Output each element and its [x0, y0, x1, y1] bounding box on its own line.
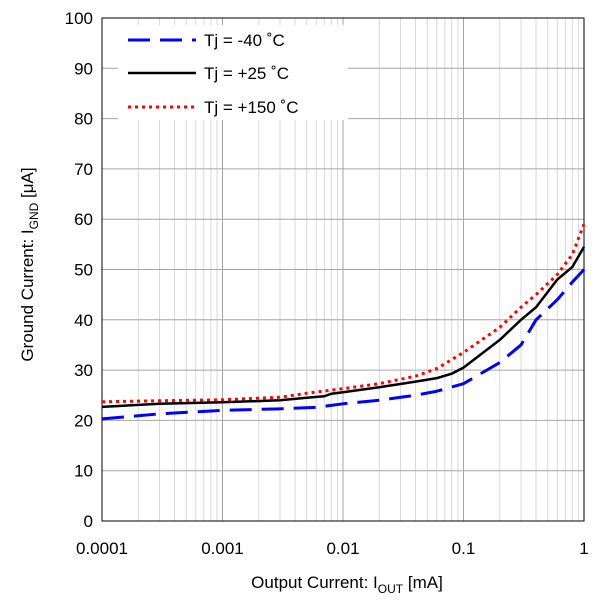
- x-axis-title-main: Output Current: I: [251, 573, 378, 592]
- x-tick-label: 0.1: [452, 539, 476, 558]
- x-tick-label: 0.0001: [76, 539, 128, 558]
- x-tick-label: 0.01: [326, 539, 359, 558]
- y-tick-label: 30: [74, 361, 93, 380]
- y-tick-label: 20: [74, 411, 93, 430]
- y-axis-title-subscript: GND: [27, 202, 41, 229]
- y-tick-label: 0: [84, 512, 93, 531]
- y-tick-label: 100: [65, 9, 93, 28]
- x-axis-title-unit: [mA]: [403, 573, 443, 592]
- series-line-1: [101, 246, 586, 409]
- x-axis-title: Output Current: IOUT [mA]: [251, 573, 443, 596]
- x-tick-labels: 0.0001 0.001 0.01 0.1 1: [76, 539, 589, 558]
- x-tick-label: 1: [579, 539, 588, 558]
- y-tick-label: 60: [74, 210, 93, 229]
- y-tick-label: 80: [74, 110, 93, 129]
- y-tick-labels: 0 10 20 30 40 50 60 70 80 90 100: [65, 9, 93, 531]
- y-axis-title-main: Ground Current: I: [18, 229, 37, 361]
- x-axis-title-subscript: OUT: [378, 582, 404, 596]
- series-line-0: [101, 268, 586, 421]
- x-tick-label: 0.001: [201, 539, 244, 558]
- y-tick-label: 70: [74, 160, 93, 179]
- legend-label-plus150: Tj = +150 ˚C: [204, 98, 299, 117]
- y-tick-label: 10: [74, 462, 93, 481]
- y-tick-label: 90: [74, 59, 93, 78]
- y-tick-label: 40: [74, 311, 93, 330]
- y-axis-title: Ground Current: IGND [μA]: [18, 167, 41, 361]
- y-tick-label: 50: [74, 261, 93, 280]
- legend-label-minus40: Tj = -40 ˚C: [204, 31, 285, 50]
- series-line-2: [101, 223, 586, 404]
- legend: Tj = -40 ˚C Tj = +25 ˚C Tj = +150 ˚C: [118, 25, 348, 120]
- y-axis-title-unit: [μA]: [18, 167, 37, 202]
- legend-label-plus25: Tj = +25 ˚C: [204, 64, 289, 83]
- series-layer: [101, 223, 586, 421]
